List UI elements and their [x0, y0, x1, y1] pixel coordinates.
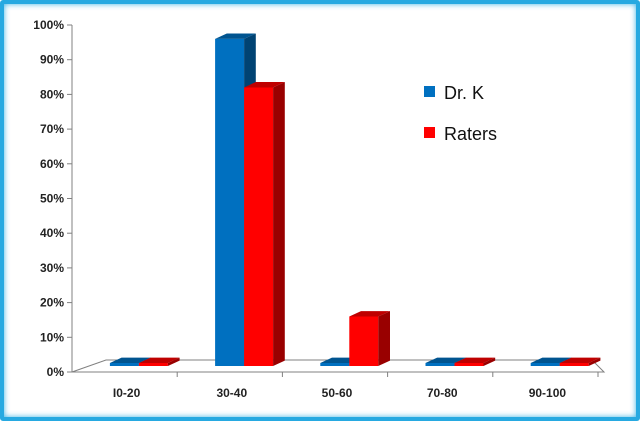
- legend: Dr. K Raters: [424, 83, 497, 144]
- bar-front-face: [215, 38, 245, 366]
- bar-raters-90-100: [559, 357, 601, 366]
- x-tick-label: 90-100: [529, 386, 567, 400]
- bars: [109, 33, 601, 367]
- y-tick-label: 40%: [40, 226, 64, 240]
- y-tick-label: 30%: [40, 261, 64, 275]
- bar-top-face: [425, 357, 467, 363]
- bar-top-face: [109, 357, 151, 363]
- bar-raters-50-60: [349, 311, 390, 366]
- y-tick-labels: 0% 10% 20% 30% 40% 50% 60% 70% 80% 90% 100%: [33, 18, 72, 379]
- bar-side-face: [378, 311, 390, 366]
- legend-label-raters: Raters: [444, 124, 497, 144]
- x-tick-label: I0-20: [113, 386, 141, 400]
- bar-raters-I0-20: [138, 357, 180, 366]
- y-tick-label: 100%: [33, 18, 64, 32]
- bar-top-face: [349, 311, 390, 317]
- y-tick-label: 70%: [40, 122, 64, 136]
- bar-front-face: [530, 363, 560, 366]
- bar-raters-70-80: [454, 357, 496, 366]
- y-tick-label: 10%: [40, 330, 64, 344]
- y-tick-label: 0%: [47, 365, 65, 379]
- bar-top-face: [530, 357, 572, 363]
- y-axis: [71, 25, 604, 373]
- bar-raters-30-40: [244, 82, 285, 367]
- bar-side-face: [483, 357, 496, 366]
- bar-top-face: [244, 82, 285, 88]
- bar-top-face: [215, 33, 256, 39]
- bar-front-face: [138, 363, 168, 366]
- bar-front-face: [244, 87, 274, 367]
- x-tick-label: 30-40: [216, 386, 247, 400]
- bar-front-face: [425, 363, 455, 366]
- y-tick-label: 90%: [40, 53, 64, 67]
- bar-front-face: [559, 363, 589, 366]
- x-tick-label: 50-60: [322, 386, 353, 400]
- bar-top-face: [559, 357, 601, 363]
- y-tick-label: 20%: [40, 296, 64, 310]
- legend-swatch-dr-k: [424, 86, 435, 97]
- x-tick-labels: I0-20 30-40 50-60 70-80 90-100: [113, 372, 599, 400]
- bar-top-face: [138, 357, 180, 363]
- bar-front-face: [320, 363, 350, 366]
- bar-front-face: [349, 316, 379, 366]
- bar-side-face: [167, 357, 180, 366]
- bar-front-face: [109, 363, 139, 366]
- legend-label-dr-k: Dr. K: [444, 83, 484, 103]
- legend-swatch-raters: [424, 127, 435, 138]
- y-tick-label: 80%: [40, 87, 64, 101]
- x-tick-label: 70-80: [427, 386, 458, 400]
- bar-front-face: [454, 363, 484, 366]
- bar-side-face: [588, 357, 601, 366]
- bar-side-face: [273, 82, 285, 366]
- y-tick-label: 50%: [40, 192, 64, 206]
- bar-top-face: [454, 357, 496, 363]
- y-tick-label: 60%: [40, 157, 64, 171]
